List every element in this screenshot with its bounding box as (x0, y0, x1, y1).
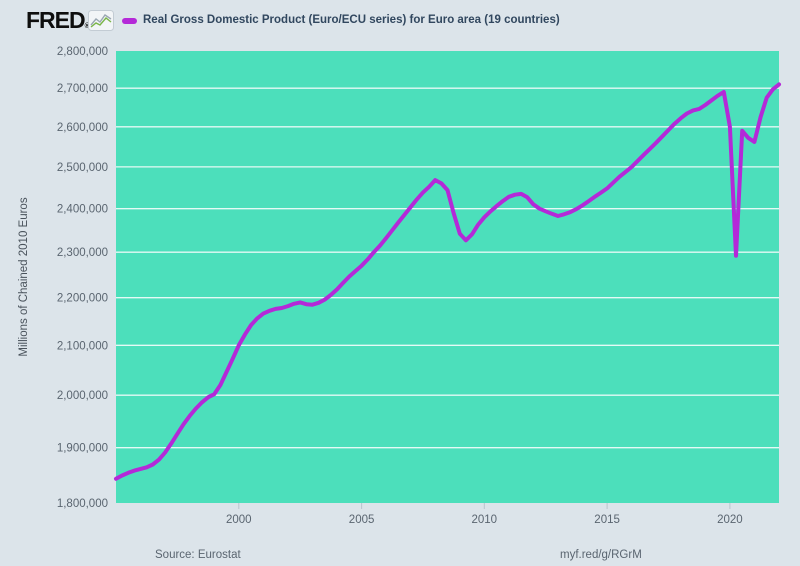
y-tick-label: 2,000,000 (57, 390, 108, 402)
y-tick-label: 2,600,000 (57, 122, 108, 134)
x-tick-label: 2005 (349, 514, 375, 526)
registered-mark: ® (84, 23, 90, 30)
y-tick-label: 1,900,000 (57, 443, 108, 455)
legend-swatch (122, 18, 137, 24)
x-tick-label: 2000 (226, 514, 252, 526)
y-tick-label: 2,400,000 (57, 204, 108, 216)
shortlink-text[interactable]: myf.red/g/RGrM (560, 549, 642, 561)
y-tick-label: 2,800,000 (57, 46, 108, 58)
y-tick-label: 2,100,000 (57, 340, 108, 352)
fred-logo-chart-icon (88, 10, 114, 31)
y-tick-label: 1,800,000 (57, 498, 108, 510)
y-tick-label: 2,500,000 (57, 162, 108, 174)
y-tick-label: 2,200,000 (57, 293, 108, 305)
gdp-series-line (114, 82, 781, 481)
fred-logo-text: FRED (26, 7, 86, 33)
fred-logo: FRED® (26, 7, 90, 34)
source-text: Source: Eurostat (155, 549, 241, 561)
y-tick-label: 2,300,000 (57, 247, 108, 259)
legend-label: Real Gross Domestic Product (Euro/ECU se… (143, 14, 560, 26)
y-tick-label: 2,700,000 (57, 83, 108, 95)
x-tick-label: 2020 (717, 514, 743, 526)
x-tick-label: 2010 (472, 514, 498, 526)
x-tick-label: 2015 (594, 514, 620, 526)
